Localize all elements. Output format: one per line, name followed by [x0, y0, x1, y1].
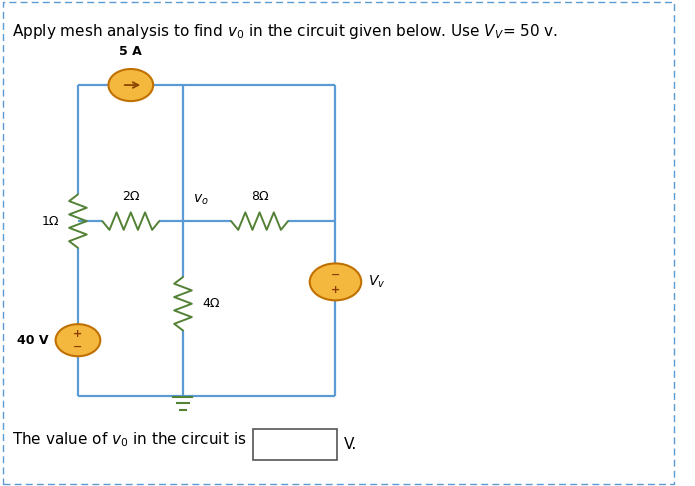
Text: 2Ω: 2Ω [122, 190, 140, 203]
Text: +: + [331, 285, 340, 295]
Circle shape [108, 69, 153, 101]
Text: −: − [73, 342, 83, 352]
Circle shape [310, 263, 361, 300]
Text: 8Ω: 8Ω [251, 190, 268, 203]
Text: 40 V: 40 V [17, 334, 49, 347]
Text: 5 A: 5 A [120, 45, 142, 58]
Text: 4Ω: 4Ω [202, 297, 220, 310]
Circle shape [56, 324, 100, 356]
Text: The value of $v_0$ in the circuit is: The value of $v_0$ in the circuit is [13, 431, 247, 449]
Text: +: + [73, 329, 83, 339]
Text: V.: V. [343, 437, 357, 452]
Text: −: − [331, 270, 340, 280]
Text: Apply mesh analysis to find $v_0$ in the circuit given below. Use $V_V$= 50 v.: Apply mesh analysis to find $v_0$ in the… [13, 22, 558, 41]
Text: $v_o$: $v_o$ [193, 192, 209, 207]
Text: $V_v$: $V_v$ [368, 274, 386, 290]
FancyBboxPatch shape [253, 429, 337, 460]
Text: 1Ω: 1Ω [42, 215, 59, 227]
